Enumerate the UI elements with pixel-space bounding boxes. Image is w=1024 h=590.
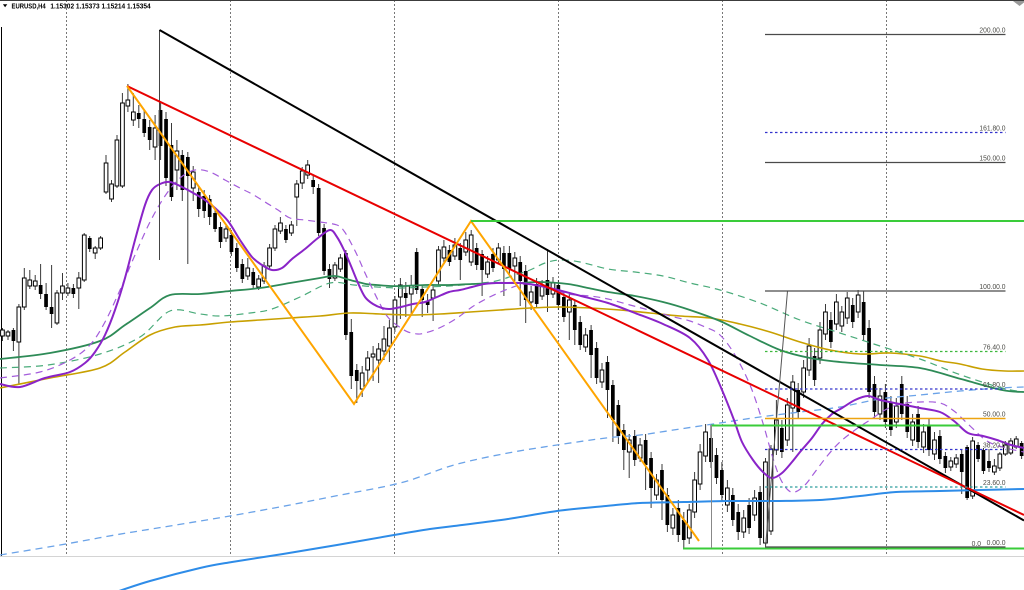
svg-text:0.0: 0.0 <box>972 541 981 548</box>
svg-text:100.00.0: 100.00.0 <box>979 282 1005 291</box>
svg-text:23.60.0: 23.60.0 <box>983 478 1006 487</box>
svg-text:0.00.0: 0.00.0 <box>987 538 1006 547</box>
svg-text:161.80.0: 161.80.0 <box>979 124 1005 133</box>
svg-text:150.00.0: 150.00.0 <box>979 154 1005 163</box>
svg-text:76.40.0: 76.40.0 <box>983 343 1006 352</box>
svg-text:50.00.0: 50.00.0 <box>983 410 1006 419</box>
svg-text:EURUSD,H4: EURUSD,H4 <box>12 2 47 11</box>
svg-text:61.80.0: 61.80.0 <box>983 380 1006 389</box>
svg-text:38.20.0: 38.20.0 <box>983 441 1006 450</box>
svg-text:200.00.0: 200.00.0 <box>979 26 1005 35</box>
svg-text:1.15302 1.15373 1.15214 1.1535: 1.15302 1.15373 1.15214 1.15354 <box>50 2 151 11</box>
